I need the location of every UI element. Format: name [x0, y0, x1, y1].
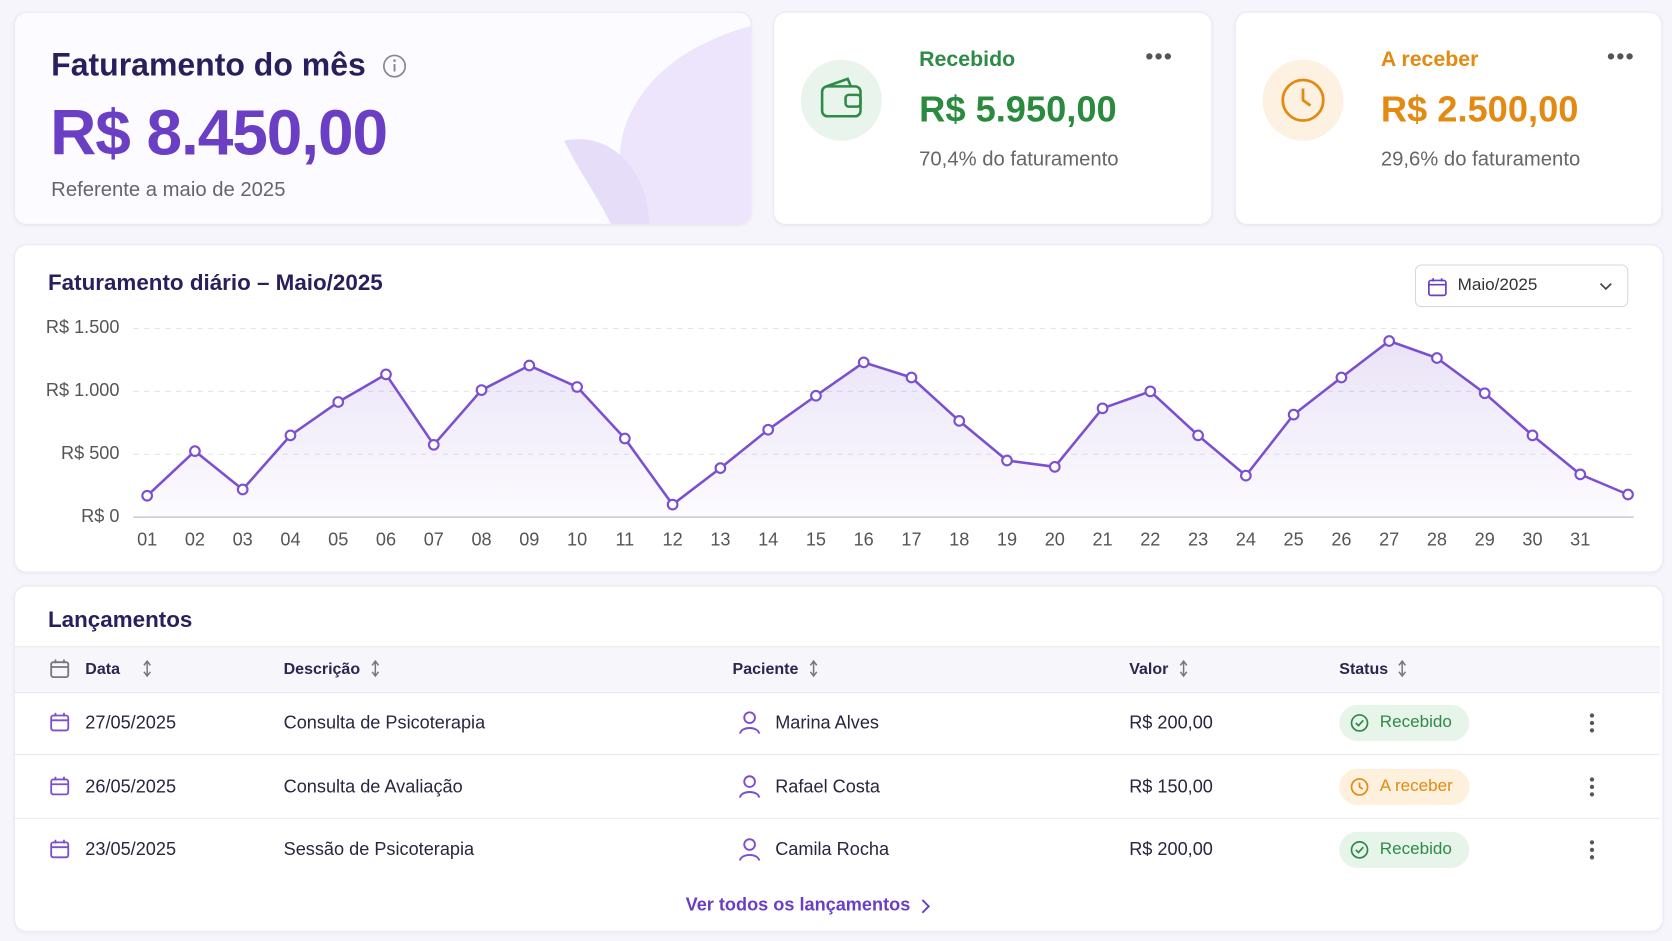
sort-icon — [1398, 659, 1406, 678]
patient-cell: Camila Rocha — [775, 839, 890, 860]
description-cell: Consulta de Psicoterapia — [283, 712, 486, 733]
person-icon — [739, 711, 761, 734]
patient-cell: Marina Alves — [775, 712, 879, 733]
description-cell: Consulta de Avaliação — [283, 776, 463, 797]
info-icon[interactable] — [382, 53, 408, 79]
status-badge: Recebido — [1339, 831, 1469, 868]
date-cell: 26/05/2025 — [85, 776, 177, 797]
status-icon — [1350, 778, 1369, 796]
pending-label: A receber — [1380, 47, 1479, 72]
status-text: Recebido — [1379, 840, 1452, 859]
status-badge: A receber — [1339, 768, 1470, 806]
chart-card: Faturamento diário – Maio/2025 Maio/2025 — [13, 244, 1664, 573]
wallet-icon — [800, 59, 882, 141]
sort-icon — [371, 659, 380, 678]
description-cell: Sessão de Psicoterapia — [283, 839, 475, 860]
calendar-icon — [50, 839, 70, 859]
row-menu[interactable] — [1587, 839, 1598, 860]
month-select[interactable]: Maio/2025 — [1414, 264, 1629, 308]
pending-card: A receber R$ 2.500,00 29,6% do faturamen… — [1234, 11, 1663, 225]
received-note: 70,4% do faturamento — [919, 148, 1119, 171]
table-title: Lançamentos — [47, 607, 193, 633]
date-cell: 23/05/2025 — [85, 839, 177, 860]
sort-icon — [143, 659, 151, 678]
row-menu[interactable] — [1587, 776, 1598, 797]
chevron-icon — [921, 899, 931, 914]
column-header[interactable]: Valor — [1129, 660, 1169, 679]
value-cell: R$ 200,00 — [1129, 712, 1213, 733]
status-text: A receber — [1379, 777, 1453, 796]
sort-icon — [809, 659, 818, 678]
received-card: Recebido R$ 5.950,00 70,4% do faturament… — [773, 11, 1213, 225]
month-select-label: Maio/2025 — [1457, 276, 1538, 295]
calendar-icon — [50, 659, 70, 679]
summary-title: Faturamento do mês — [51, 47, 366, 84]
row-menu[interactable] — [1587, 712, 1598, 733]
card-menu[interactable]: ••• — [1145, 42, 1174, 70]
sort-icon — [1179, 659, 1188, 678]
summary-card: Faturamento do mês R$ 8.450,00 Referente… — [13, 11, 752, 225]
status-text: Recebido — [1379, 713, 1452, 732]
pending-value: R$ 2.500,00 — [1380, 89, 1579, 131]
pending-note: 29,6% do faturamento — [1380, 148, 1581, 171]
date-cell: 27/05/2025 — [85, 712, 177, 733]
person-icon — [739, 838, 761, 861]
calendar-icon — [50, 712, 70, 732]
chart-title: Faturamento diário – Maio/2025 — [47, 270, 383, 296]
column-header[interactable]: Status — [1339, 660, 1389, 679]
table-header — [14, 646, 1661, 694]
received-value: R$ 5.950,00 — [919, 89, 1117, 131]
patient-cell: Rafael Costa — [775, 776, 880, 797]
column-header[interactable]: Data — [85, 660, 120, 679]
status-icon — [1350, 714, 1369, 732]
received-label: Recebido — [919, 47, 1016, 72]
decoration — [564, 26, 751, 224]
value-cell: R$ 150,00 — [1129, 776, 1213, 797]
summary-subtitle: Referente a maio de 2025 — [51, 179, 286, 202]
status-icon — [1350, 840, 1369, 859]
summary-value: R$ 8.450,00 — [50, 97, 388, 169]
column-header[interactable]: Descrição — [283, 660, 361, 679]
value-cell: R$ 200,00 — [1129, 839, 1213, 860]
calendar-icon — [50, 776, 70, 796]
status-badge: Recebido — [1339, 704, 1469, 742]
card-menu[interactable]: ••• — [1606, 42, 1635, 70]
column-header[interactable]: Paciente — [732, 660, 799, 679]
row-divider — [14, 753, 1661, 755]
view-all-link[interactable]: Ver todos os lançamentos — [685, 894, 911, 915]
clock-icon — [1262, 59, 1344, 141]
table-card: Lançamentos — [13, 585, 1664, 932]
person-icon — [739, 775, 761, 798]
row-divider — [14, 817, 1661, 819]
